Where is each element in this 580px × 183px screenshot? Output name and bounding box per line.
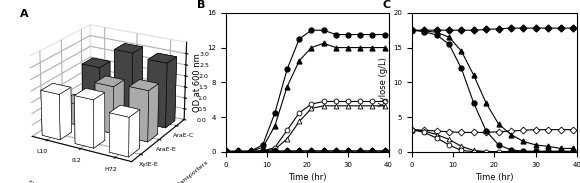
X-axis label: Time (hr): Time (hr) — [475, 173, 514, 182]
Y-axis label: Transporters: Transporters — [176, 160, 210, 183]
Text: B: B — [197, 0, 205, 10]
X-axis label: Synthetic promoters: Synthetic promoters — [28, 180, 92, 183]
Y-axis label: OD at 600 nm: OD at 600 nm — [193, 53, 202, 112]
X-axis label: Time (hr): Time (hr) — [288, 173, 327, 182]
Y-axis label: Xylose (g/L): Xylose (g/L) — [379, 57, 387, 107]
Text: C: C — [382, 0, 390, 10]
Text: A: A — [20, 9, 28, 19]
